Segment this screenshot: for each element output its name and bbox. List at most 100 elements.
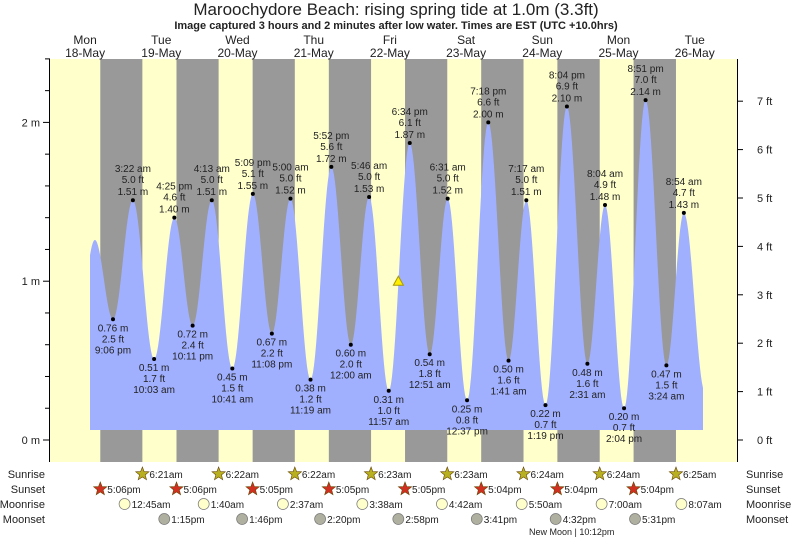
- sunrise-star-icon: [363, 466, 379, 481]
- low-tide-point: [308, 377, 313, 382]
- high-tide-ft: 6.9 ft: [556, 82, 578, 93]
- low-tide-time: 2:04 pm: [606, 434, 642, 445]
- low-tide-time: 11:57 am: [368, 417, 409, 428]
- moonset-row-label-left: Moonset: [3, 514, 45, 526]
- sunset-time: 5:05pm: [260, 485, 293, 496]
- low-tide-point: [110, 317, 115, 322]
- sunrise-time: 6:21am: [149, 470, 182, 481]
- day-of-week-label: Tue: [685, 33, 706, 47]
- high-tide-point: [524, 198, 529, 203]
- high-tide-m: 2.10 m: [552, 94, 583, 105]
- low-tide-m: 0.25 m: [452, 404, 483, 415]
- moonrise-time: 1:40am: [211, 500, 244, 511]
- low-tide-m: 0.20 m: [609, 412, 640, 423]
- low-tide-ft: 1.6 ft: [497, 376, 519, 387]
- low-tide-point: [269, 331, 274, 336]
- low-tide-point: [427, 352, 432, 357]
- moonrise-row-label-right: Moonrise: [746, 499, 791, 511]
- low-tide-ft: 1.5 ft: [655, 380, 677, 391]
- sunset-star-icon: [473, 481, 489, 496]
- high-tide-m: 2.00 m: [473, 109, 504, 120]
- date-label: 20-May: [217, 46, 257, 60]
- low-tide-time: 1:19 pm: [527, 431, 563, 442]
- high-tide-time: 8:51 pm: [628, 64, 664, 75]
- low-tide-point: [506, 358, 511, 363]
- low-tide-ft: 1.2 ft: [299, 395, 321, 406]
- day-of-week-label: Wed: [225, 33, 249, 47]
- day-of-week-label: Fri: [383, 33, 397, 47]
- sunrise-time: 6:22am: [302, 470, 335, 481]
- high-tide-m: 1.48 m: [590, 192, 621, 203]
- high-tide-ft: 5.0 ft: [279, 174, 301, 185]
- sunrise-time: 6:23am: [378, 470, 411, 481]
- low-tide-point: [622, 406, 627, 411]
- low-tide-time: 11:19 am: [290, 406, 331, 417]
- low-tide-m: 0.45 m: [217, 373, 248, 384]
- high-tide-time: 8:04 am: [587, 169, 623, 180]
- date-label: 22-May: [370, 46, 410, 60]
- high-tide-ft: 5.0 ft: [201, 175, 223, 186]
- low-tide-time: 10:11 pm: [172, 352, 213, 363]
- moonrise-time: 8:07am: [688, 500, 721, 511]
- sunset-time: 5:04pm: [564, 485, 597, 496]
- moon-phase-label: New Moon | 10:12pm: [529, 527, 614, 537]
- moonset-moon-icon: [629, 513, 641, 525]
- axes: 0 m 1 m 2 m 0 ft 1 ft 2 ft 3 ft 4 ft 5 ft 6 ft 7 f…: [22, 58, 772, 462]
- high-tide-point: [329, 164, 334, 169]
- sunset-star-icon: [397, 481, 413, 496]
- sunset-star-icon: [245, 481, 261, 496]
- high-tide-time: 6:34 pm: [392, 107, 428, 118]
- high-tide-time: 3:22 am: [115, 164, 151, 175]
- date-label: 25-May: [598, 46, 638, 60]
- sunset-star-icon: [626, 481, 642, 496]
- sunrise-star-icon: [439, 466, 455, 481]
- high-tide-time: 5:09 pm: [235, 158, 271, 169]
- high-tide-time: 5:52 pm: [313, 131, 349, 142]
- moonset-time: 4:32pm: [563, 515, 596, 526]
- sunset-time: 5:04pm: [641, 485, 674, 496]
- left-tick-label: 2 m: [22, 117, 40, 129]
- low-tide-m: 0.72 m: [177, 330, 208, 341]
- high-tide-m: 1.51 m: [118, 187, 149, 198]
- low-tide-point: [386, 388, 391, 393]
- high-tide-point: [209, 198, 214, 203]
- left-tick-label: 0 m: [22, 435, 40, 447]
- high-tide-point: [486, 120, 491, 125]
- moonset-time: 2:20pm: [327, 515, 360, 526]
- right-tick-label: 1 ft: [757, 387, 772, 399]
- low-tide-m: 0.54 m: [414, 358, 445, 369]
- right-tick-label: 5 ft: [757, 193, 772, 205]
- moonrise-row-label-left: Moonrise: [0, 499, 45, 511]
- low-tide-m: 0.47 m: [651, 369, 682, 380]
- sunset-star-icon: [549, 481, 565, 496]
- sunrise-time: 6:24am: [607, 470, 640, 481]
- high-tide-time: 7:17 am: [508, 164, 544, 175]
- moonset-moon-icon: [236, 513, 248, 525]
- moonset-time: 1:46pm: [249, 515, 282, 526]
- moonset-moon-icon: [470, 513, 483, 525]
- low-tide-ft: 2.0 ft: [340, 360, 362, 371]
- date-label: 24-May: [522, 46, 562, 60]
- high-tide-point: [681, 210, 686, 215]
- low-tide-time: 10:03 am: [133, 385, 175, 396]
- high-tide-m: 1.87 m: [394, 130, 425, 141]
- day-of-week-label: Thu: [303, 33, 324, 47]
- moonrise-moon-icon: [277, 498, 289, 510]
- low-tide-time: 2:31 am: [569, 390, 605, 401]
- high-tide-ft: 5.0 ft: [515, 175, 537, 186]
- sunrise-star-icon: [668, 466, 684, 481]
- high-tide-point: [603, 202, 608, 207]
- moonset-row-label-right: Moonset: [746, 514, 788, 526]
- high-tide-m: 1.51 m: [196, 187, 227, 198]
- low-tide-point: [152, 357, 157, 362]
- right-tick-label: 3 ft: [757, 290, 772, 302]
- high-tide-m: 1.40 m: [159, 205, 190, 216]
- low-tide-point: [465, 398, 470, 403]
- sunrise-row-label-right: Sunrise: [746, 469, 783, 481]
- high-tide-ft: 4.7 ft: [673, 188, 695, 199]
- date-label: 18-May: [65, 46, 105, 60]
- tide-level-area: [90, 100, 703, 431]
- low-tide-time: 9:06 pm: [95, 345, 131, 356]
- sunset-row-label-left: Sunset: [11, 484, 45, 496]
